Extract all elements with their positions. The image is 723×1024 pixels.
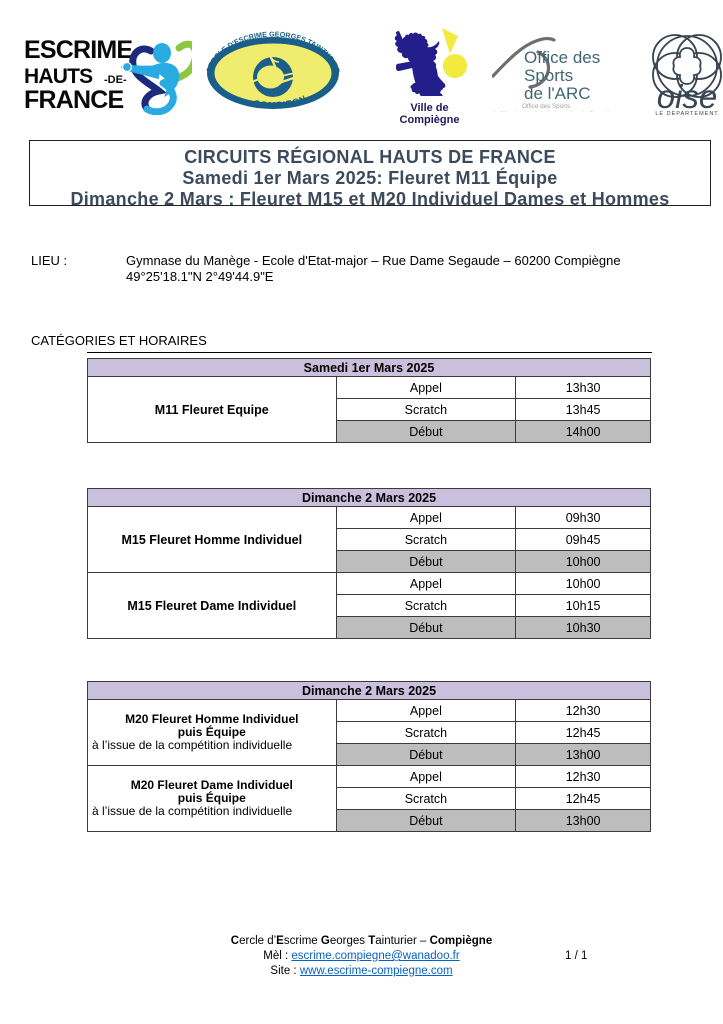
svg-text:FRANCE: FRANCE bbox=[24, 86, 123, 114]
svg-text:-DE-: -DE- bbox=[104, 74, 127, 86]
svg-text:Sports: Sports bbox=[524, 66, 573, 85]
svg-text:oise: oise bbox=[657, 78, 718, 115]
svg-text:LE DÉPARTEMENT: LE DÉPARTEMENT bbox=[655, 110, 718, 116]
svg-text:de l'Agglomeration de la regio: de l'Agglomeration de la region de Compi… bbox=[492, 111, 610, 112]
svg-text:ESCRIME: ESCRIME bbox=[24, 36, 132, 64]
svg-text:Office des: Office des bbox=[524, 48, 600, 67]
svg-text:de l'ARC: de l'ARC bbox=[524, 84, 591, 103]
svg-text:HAUTS: HAUTS bbox=[24, 65, 93, 88]
svg-text:Office des Sports: Office des Sports bbox=[522, 103, 570, 110]
